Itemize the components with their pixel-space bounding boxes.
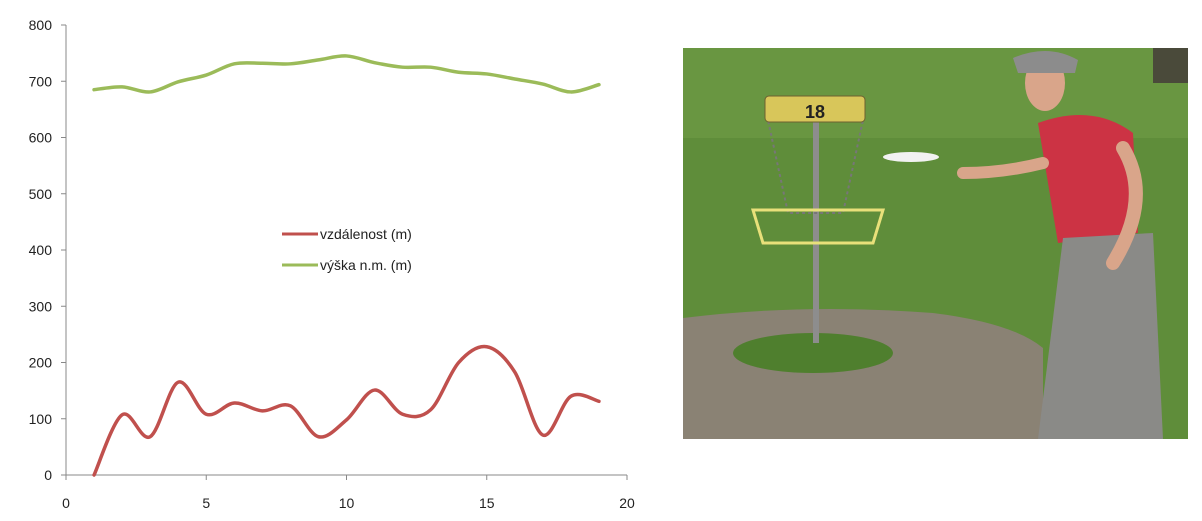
basket-number: 18	[805, 102, 825, 122]
y-tick-label: 400	[29, 242, 53, 258]
x-tick-label: 10	[339, 495, 355, 511]
basket-pole	[813, 118, 819, 343]
axes: 0 100 200 300 400 500 600 700 800 0 5 10 15 20	[29, 17, 635, 511]
tree-trunk	[1153, 48, 1188, 83]
grass-tuft	[733, 333, 893, 373]
series-lines	[92, 54, 601, 477]
basket-cage	[750, 208, 886, 245]
y-tick-label: 700	[29, 73, 53, 89]
series-line-1	[92, 54, 601, 94]
player-trousers	[1038, 233, 1163, 439]
y-tick-label: 100	[29, 411, 53, 427]
disc-golf-photo: 18	[683, 48, 1188, 439]
y-tick-label: 800	[29, 17, 53, 33]
legend: vzdálenost (m) výška n.m. (m)	[282, 226, 412, 273]
legend-label-vzdalenost: vzdálenost (m)	[320, 226, 412, 242]
basket-top-band	[764, 95, 866, 123]
dirt-patch	[683, 309, 1043, 439]
x-tick-label: 0	[62, 495, 70, 511]
player-arm	[957, 157, 1049, 179]
y-tick-label: 200	[29, 355, 53, 371]
player-left-arm	[1106, 141, 1143, 270]
line-chart: 0 100 200 300 400 500 600 700 800 0 5 10 15 20 vzdále…	[29, 17, 635, 511]
y-tick-label: 300	[29, 298, 53, 314]
flying-disc	[883, 152, 939, 162]
series-line-0	[92, 344, 601, 477]
x-tick-label: 20	[619, 495, 635, 511]
x-tick-label: 15	[479, 495, 495, 511]
y-tick-label: 500	[29, 186, 53, 202]
player-shirt	[1038, 115, 1138, 243]
player-cap	[1013, 50, 1078, 73]
y-tick-label: 0	[44, 467, 52, 483]
basket-chains	[766, 119, 865, 214]
y-tick-label: 600	[29, 130, 53, 146]
legend-label-vyska: výška n.m. (m)	[320, 257, 412, 273]
x-tick-label: 5	[202, 495, 210, 511]
